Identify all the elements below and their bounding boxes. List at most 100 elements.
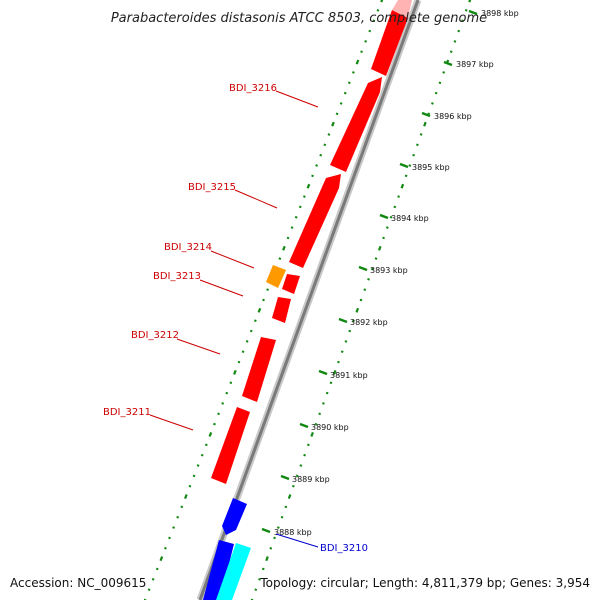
inner-ring-dot	[314, 422, 318, 426]
gene-leader-line	[176, 338, 221, 355]
outer-ring-dot	[184, 494, 188, 500]
gene-bdi-3217-partial-top	[392, 0, 412, 18]
outer-ring-dot	[164, 546, 167, 550]
gene-reverse-3[interactable]	[216, 543, 251, 600]
inner-ring-dot	[374, 257, 378, 260]
inner-ring-dot	[457, 29, 461, 33]
outer-ring-dot	[180, 505, 184, 509]
inner-ring-dot	[355, 307, 360, 313]
scale-tick-mark	[443, 60, 453, 67]
gene-leader-line	[210, 250, 255, 269]
outer-ring-dot	[372, 19, 376, 23]
outer-ring-dot	[176, 515, 180, 519]
outer-ring-dot	[339, 102, 343, 105]
gene-label[interactable]: BDI_3213	[153, 271, 201, 282]
inner-ring-dot	[287, 494, 292, 499]
gene-bdi-3212[interactable]	[272, 297, 291, 323]
inner-ring-dot	[400, 183, 405, 189]
inner-ring-dot	[363, 288, 367, 291]
gene-bdi-3210-forward[interactable]	[211, 407, 250, 484]
inner-ring-dot	[250, 598, 254, 600]
scale-tick-label: 3894 kbp	[391, 214, 429, 223]
gene-label[interactable]: BDI_3216	[229, 83, 277, 94]
scale-tick-mark	[299, 422, 309, 429]
inner-ring-dot	[423, 121, 427, 127]
scale-tick-mark	[338, 317, 348, 324]
scale-tick-mark	[261, 527, 271, 534]
scale-tick-label: 3897 kbp	[456, 60, 494, 69]
outer-ring-dot	[257, 307, 262, 313]
inner-ring-dot	[416, 143, 419, 147]
outer-ring-dot	[229, 381, 233, 385]
outer-ring-dot	[331, 121, 335, 127]
gene-label[interactable]: BDI_3212	[131, 330, 179, 341]
outer-ring-dot	[237, 360, 241, 364]
inner-ring-dot	[397, 195, 400, 198]
inner-ring-dot	[265, 556, 269, 562]
outer-ring-dot	[343, 91, 347, 95]
inner-ring-dot	[389, 215, 393, 219]
inner-dotted-ring	[250, 0, 472, 600]
scale-tick-label: 3898 kbp	[481, 9, 519, 18]
gene-bdi-3216[interactable]	[330, 77, 382, 172]
outer-ring-dot	[200, 453, 204, 457]
gene-label[interactable]: BDI_3211	[103, 407, 151, 418]
inner-ring-dot	[449, 50, 453, 54]
scale-tick-label: 3889 kbp	[292, 475, 330, 484]
scale-labels: 3898 kbp 3897 kbp 3896 kbp 3895 kbp 3894 kbp…	[261, 9, 519, 537]
outer-ring-dot	[335, 112, 339, 116]
gene-leader-line	[149, 414, 194, 431]
scale-tick-mark	[358, 265, 368, 272]
gene-reverse-1[interactable]	[222, 498, 247, 535]
inner-ring-dot	[352, 319, 355, 323]
inner-ring-dot	[370, 267, 374, 271]
outer-dotted-ring	[143, 0, 384, 600]
inner-ring-dot	[431, 102, 434, 105]
outer-ring-dot	[233, 369, 237, 375]
inner-ring-dot	[280, 515, 284, 519]
inner-ring-dot	[434, 91, 438, 95]
outer-ring-dot	[192, 474, 196, 478]
outer-ring-dot	[286, 236, 290, 240]
outer-ring-dot	[196, 464, 200, 467]
inner-ring-dot	[453, 40, 457, 43]
outer-ring-dot	[217, 412, 220, 416]
inner-ring-dot	[299, 464, 303, 467]
inner-ring-dot	[378, 245, 382, 251]
outer-ring-dot	[294, 215, 298, 219]
gene-bdi-3217[interactable]	[371, 10, 408, 76]
gene-bdi-3214[interactable]	[266, 265, 286, 288]
outer-ring-dot	[262, 298, 265, 302]
scale-tick-label: 3893 kbp	[370, 266, 408, 275]
inner-ring-dot	[258, 577, 261, 581]
inner-ring-dot	[276, 526, 280, 529]
gene-label[interactable]: BDI_3210	[320, 543, 368, 554]
outer-ring-dot	[188, 484, 192, 488]
scale-tick-mark	[318, 369, 328, 376]
gene-reverse-2[interactable]	[203, 540, 234, 600]
gene-bdi-3213[interactable]	[282, 274, 300, 294]
outer-ring-dot	[241, 350, 245, 354]
gene-leader-line	[234, 189, 278, 209]
outer-ring-dot	[147, 588, 151, 591]
gene-bdi-3211[interactable]	[242, 337, 276, 402]
scale-tick-mark	[421, 111, 431, 118]
outer-ring-dot	[319, 153, 323, 157]
scale-tick-label: 3890 kbp	[311, 423, 349, 432]
inner-ring-dot	[284, 505, 288, 509]
outer-ring-dot	[298, 205, 302, 209]
inner-ring-dot	[344, 340, 348, 343]
outer-ring-dot	[253, 319, 257, 323]
outer-ring-dot	[221, 402, 225, 405]
inner-ring-dot	[322, 402, 325, 405]
scale-tick-mark	[280, 474, 290, 481]
gene-bdi-3215[interactable]	[289, 174, 341, 268]
inner-ring-dot	[419, 133, 423, 136]
gene-label[interactable]: BDI_3214	[164, 242, 212, 253]
outer-ring-dot	[352, 71, 355, 74]
outer-ring-dot	[278, 257, 282, 260]
gene-label[interactable]: BDI_3215	[188, 182, 236, 193]
inner-ring-dot	[337, 360, 340, 364]
outer-ring-dot	[159, 556, 164, 562]
